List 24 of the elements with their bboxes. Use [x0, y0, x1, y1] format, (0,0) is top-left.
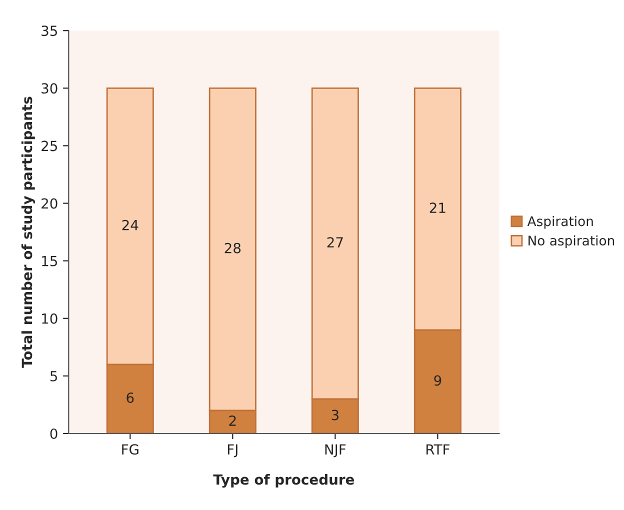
x-tick-label: FG [122, 444, 138, 455]
y-tick-label: 10 [42, 313, 58, 324]
data-label: 9 [434, 375, 442, 386]
y-axis-title: Total number of study participants [21, 96, 35, 368]
y-tick-label: 0 [50, 428, 58, 439]
legend-label: No aspiration [528, 235, 614, 248]
x-axis-title: Type of procedure [213, 474, 354, 488]
data-label: 2 [229, 416, 236, 426]
y-tick-label: 20 [42, 198, 58, 209]
y-tick-label: 5 [50, 371, 58, 382]
y-tick-label: 30 [42, 83, 58, 94]
x-tick-label: NJF [325, 444, 346, 458]
data-label: 21 [430, 202, 446, 213]
data-label: 6 [126, 392, 134, 403]
data-label: 3 [332, 410, 338, 420]
x-tick-label: FJ [228, 444, 238, 458]
data-label: 27 [327, 237, 343, 248]
legend-label: Aspiration [527, 216, 593, 229]
y-tick-label: 15 [42, 256, 58, 266]
x-tick-label: RTF [426, 444, 450, 454]
data-label: 28 [224, 242, 241, 254]
y-tick-label: 35 [42, 26, 58, 36]
data-label: 24 [122, 220, 138, 230]
y-tick-label: 25 [42, 140, 58, 152]
